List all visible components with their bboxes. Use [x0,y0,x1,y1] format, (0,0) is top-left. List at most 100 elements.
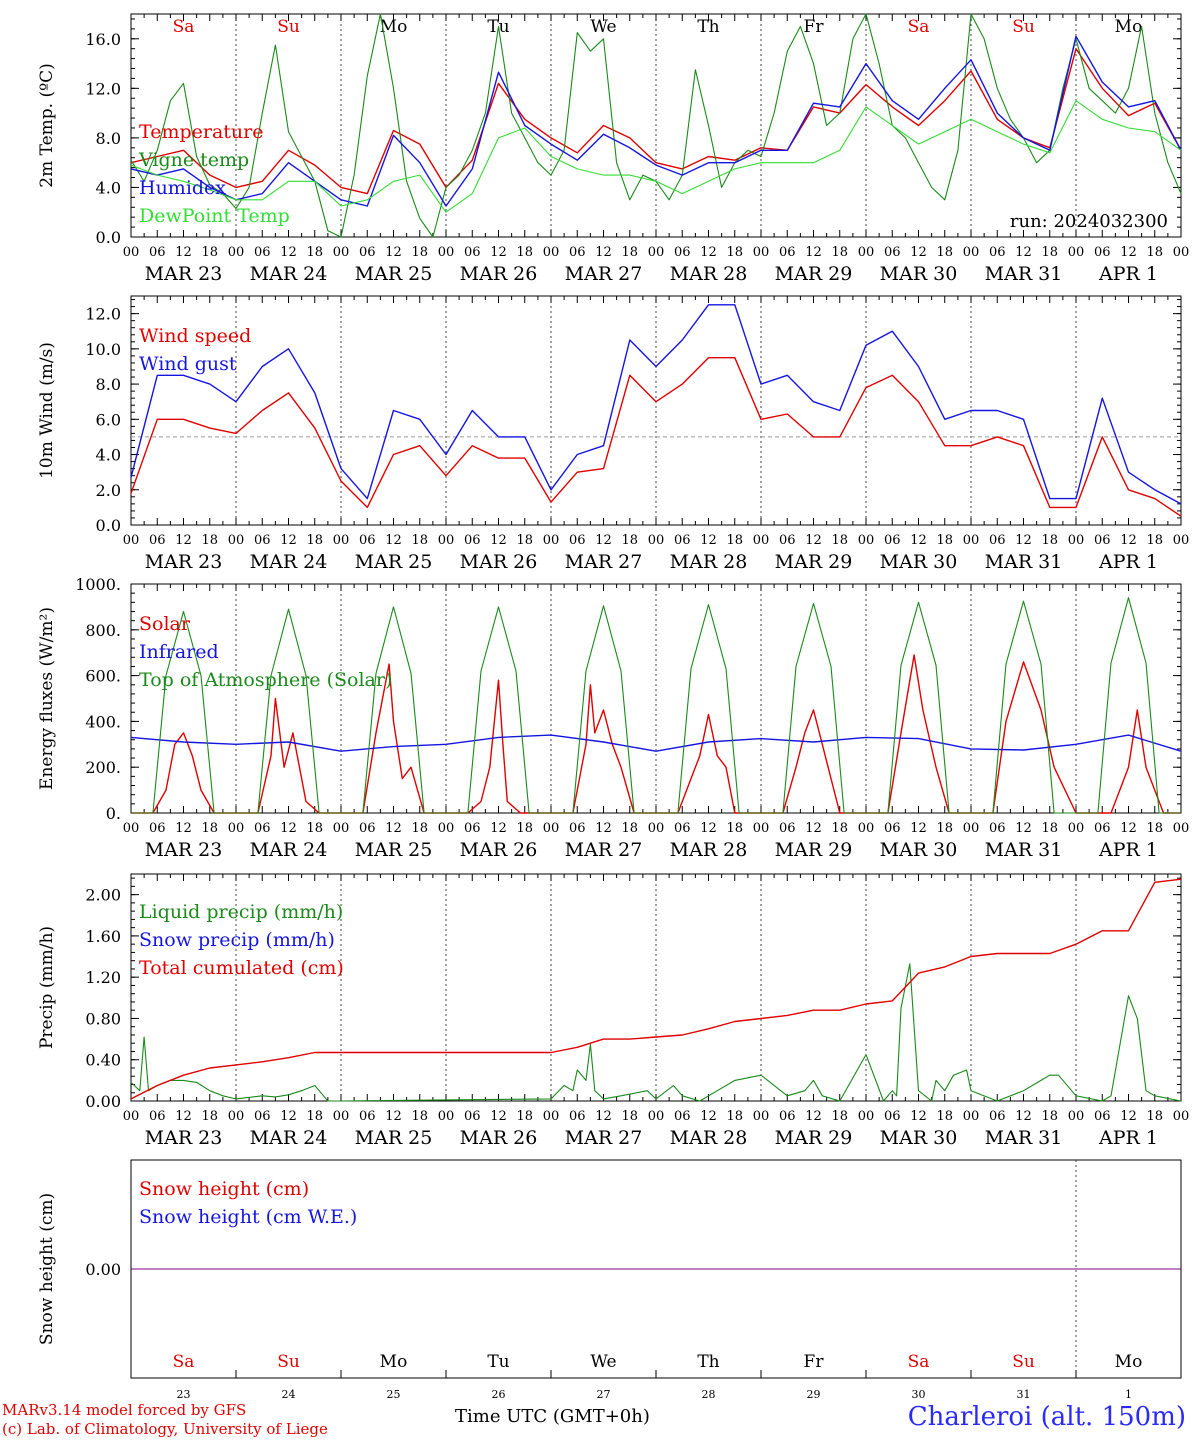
date-label: MAR 24 [250,551,328,573]
y-tick-label: 6.0 [96,410,121,429]
date-label: MAR 31 [985,1127,1063,1149]
weekday-label: We [590,17,616,37]
y-tick-label: 0.0 [96,228,121,247]
legend-entry: DewPoint Temp [139,205,290,227]
hour-tick-label: 00 [963,245,980,260]
hour-tick-label: 00 [1068,1109,1085,1124]
hour-tick-label: 00 [963,821,980,836]
hour-tick-label: 18 [1146,1109,1163,1124]
y-axis-label: Snow height (cm) [37,1193,57,1345]
hour-tick-label: 06 [779,245,796,260]
date-label: MAR 23 [145,263,223,285]
panel-3: 00 06 12 18 00 06 12 18 00 06 12 18 00 06 12 18 00 06 12 18… [37,575,1189,861]
day-number-label: 27 [597,1388,611,1401]
date-label: MAR 29 [775,263,853,285]
hour-tick-label: 00 [1173,245,1190,260]
hour-tick-label: 00 [543,533,560,548]
run-label: run: 2024032300 [1010,211,1168,232]
hour-tick-label: 18 [936,1109,953,1124]
hour-tick-label: 12 [805,533,822,548]
hour-tick-label: 00 [228,821,245,836]
date-label: MAR 26 [460,551,538,573]
legend-entry: Temperature [139,121,263,143]
hour-tick-label: 12 [1015,245,1032,260]
hour-tick-label: 06 [569,821,586,836]
y-tick-label: 0.00 [85,1092,121,1111]
hour-tick-label: 00 [1173,533,1190,548]
hour-tick-label: 12 [385,533,402,548]
weekday-label: Fr [804,1352,825,1372]
hour-tick-label: 00 [858,821,875,836]
date-label: MAR 25 [355,1127,433,1149]
y-tick-label: 1.20 [85,968,121,987]
hour-tick-label: 00 [228,533,245,548]
hour-tick-label: 18 [411,245,428,260]
hour-tick-label: 00 [648,1109,665,1124]
y-tick-label: 0.40 [85,1051,121,1070]
hour-tick-label: 00 [753,533,770,548]
hour-tick-label: 12 [910,245,927,260]
hour-tick-label: 12 [175,1109,192,1124]
hour-tick-label: 18 [1146,245,1163,260]
model-credit: MARv3.14 model forced by GFS [2,1401,247,1419]
legend-entry: Top of Atmosphere (Solar) [139,669,392,691]
date-label: MAR 30 [880,263,958,285]
y-axis-label: Energy fluxes (W/m²) [37,607,57,790]
hour-tick-label: 00 [228,245,245,260]
hour-tick-label: 06 [884,245,901,260]
hour-tick-label: 06 [674,533,691,548]
plot-frame [130,295,1182,526]
hour-tick-label: 18 [516,533,533,548]
hour-tick-label: 00 [438,821,455,836]
weekday-label: Su [1012,1352,1035,1372]
weekday-label: Sa [173,17,195,37]
hour-tick-label: 06 [1094,821,1111,836]
day-number-label: 23 [177,1388,191,1401]
hour-tick-label: 06 [359,1109,376,1124]
weekday-label: Th [697,17,719,37]
hour-tick-label: 12 [1120,1109,1137,1124]
hour-tick-label: 12 [805,821,822,836]
hour-tick-label: 18 [1146,533,1163,548]
hour-tick-label: 00 [543,245,560,260]
hour-tick-label: 06 [989,245,1006,260]
panel-2: 00 06 12 18 00 06 12 18 00 06 12 18 00 06 12 18 00 06 12 18… [37,295,1190,573]
day-number-label: 29 [807,1388,821,1401]
date-label: MAR 25 [355,551,433,573]
hour-tick-label: 18 [201,533,218,548]
hour-tick-label: 18 [936,533,953,548]
hour-tick-label: 00 [543,1109,560,1124]
y-tick-label: 8.0 [96,375,121,394]
legend-entry: Solar [139,613,191,635]
legend-entry: Wind speed [139,325,251,347]
y-axis-label: 10m Wind (m/s) [37,342,57,479]
hour-tick-label: 00 [753,245,770,260]
hour-tick-label: 00 [1068,245,1085,260]
date-label: MAR 30 [880,1127,958,1149]
hour-tick-label: 18 [1041,245,1058,260]
hour-tick-label: 06 [674,821,691,836]
y-tick-label: 2.0 [96,481,121,500]
legend-entry: Snow height (cm W.E.) [139,1206,357,1228]
day-number-label: 26 [492,1388,506,1401]
hour-tick-label: 06 [464,533,481,548]
date-label: APR 1 [1098,263,1158,285]
legend-entry: Infrared [139,641,219,663]
hour-tick-label: 06 [1094,1109,1111,1124]
date-label: MAR 31 [985,839,1063,861]
hour-tick-label: 12 [700,533,717,548]
weekday-label: Mo [1115,1352,1143,1372]
hour-tick-label: 06 [779,821,796,836]
hour-tick-label: 06 [254,821,271,836]
hour-tick-label: 00 [963,1109,980,1124]
date-label: MAR 23 [145,839,223,861]
hour-tick-label: 18 [831,821,848,836]
hour-tick-label: 18 [201,821,218,836]
weekday-label: Mo [1115,17,1143,37]
weekday-label: Sa [908,1352,930,1372]
hour-tick-label: 18 [516,1109,533,1124]
weekday-label: Sa [173,1352,195,1372]
panel-1: 00 06 12 18 00 06 12 18 00 06 12 18 00 06 12 18 00 06 12 18… [37,13,1190,285]
date-label: MAR 27 [565,1127,643,1149]
